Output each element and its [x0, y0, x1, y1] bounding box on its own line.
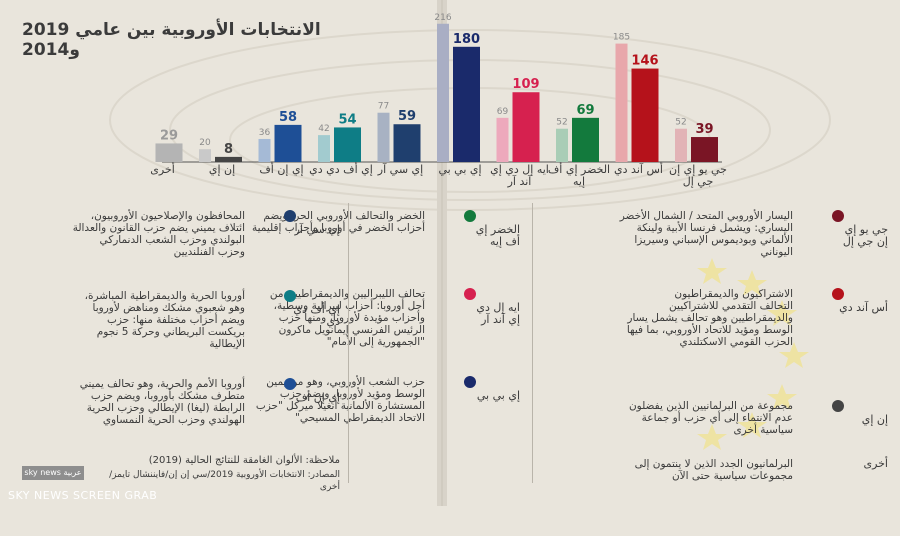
- category-label: أس آند دي: [614, 163, 663, 176]
- bar-2019: [631, 68, 659, 162]
- data-label-2019: 58: [279, 110, 297, 125]
- data-label-2019: 146: [631, 54, 658, 69]
- legend-divider: [532, 203, 533, 483]
- data-label-2014: 42: [318, 124, 329, 134]
- bar-2014: [615, 43, 628, 162]
- legend-item: إن إي مجموعة من البرلمانيين الذين يفضلون …: [618, 398, 888, 478]
- data-label-2014: 216: [434, 13, 451, 23]
- legend-description: تحالف الليبراليين والديمقراطيين من أجل أ…: [269, 288, 425, 348]
- bar-2014: [675, 128, 687, 162]
- sky-news-logo: sky news عربية: [22, 466, 84, 480]
- bar-2014: [155, 143, 183, 162]
- chart-title: الانتخابات الأوروبية بين عامي 2019 و2014: [22, 20, 321, 60]
- legend-name: إي سي آر: [294, 223, 340, 236]
- bar-2014: [199, 149, 211, 162]
- legend-divider: [348, 203, 349, 483]
- legend-item: ايه إل دي إي آند آر تحالف الليبراليين وال…: [250, 286, 520, 366]
- category-label: إن إي: [208, 163, 236, 176]
- legend-description: أوروبا الحرية والديمقراطية المباشرة، وهو…: [84, 290, 245, 350]
- data-label-2019: 109: [512, 77, 539, 92]
- data-label-2019: 39: [695, 122, 713, 137]
- bar-2019: [393, 124, 421, 162]
- bar-2014: [496, 117, 509, 162]
- legend-description: المحافظون والإصلاحيون الأوروبيون، ائتلاف…: [72, 210, 245, 258]
- bar-2014: [437, 23, 449, 163]
- note: ملاحظة: الألوان الغامقة للنتائج الحالية …: [148, 455, 340, 466]
- legend-description: البرلمانيون الجدد الذين لا ينتمون إلى مج…: [634, 458, 793, 482]
- legend-description: الخضر والتحالف الأوروبي الحر: ويضم أحزاب…: [251, 210, 425, 234]
- legend-name: إي أف دي دي: [293, 303, 340, 328]
- bar-2019: [334, 127, 361, 162]
- data-label-2014: 52: [675, 118, 686, 128]
- bar-2019: [274, 124, 302, 162]
- legend-item: جي يو إي إن جي إل اليسار الأوروبي المتحد …: [618, 208, 888, 288]
- legend-description: حزب الشعب الأوروبي، وهو من يمين الوسط وم…: [255, 376, 425, 424]
- category-label: إي إن أف: [259, 163, 304, 176]
- category-label: إي بي بي: [438, 163, 482, 176]
- legend-item: إي إن أف أوروبا الأمم والحرية، وهو تحالف …: [70, 376, 340, 456]
- source: المصادر: الانتخابات الأوروبية 2019/سي إن…: [109, 470, 340, 492]
- legend-name: إي إن أف: [295, 391, 340, 404]
- legend-color-dot: [464, 376, 476, 388]
- data-label-2014: 185: [613, 33, 630, 43]
- category-label: الخضر إي أف إيه: [547, 163, 611, 188]
- bar-2019: [453, 46, 480, 162]
- legend-color-dot: [284, 290, 296, 302]
- legend-item: إي سي آر المحافظون والإصلاحيون الأوروبيون…: [70, 208, 340, 288]
- bar-2019: [512, 92, 540, 162]
- category-label: إي أف دي دي: [309, 163, 373, 176]
- legend-item: إي أف دي دي أوروبا الحرية والديمقراطية ال…: [70, 288, 340, 368]
- bar-2019: [215, 156, 242, 162]
- legend-color-dot: [464, 210, 476, 222]
- legend-color-dot: [832, 400, 844, 412]
- data-label-2019: 180: [453, 32, 480, 47]
- legend-description: مجموعة من البرلمانيين الذين يفضلون عدم ا…: [628, 400, 793, 436]
- bar-2014: [377, 112, 390, 162]
- legend-color-dot: [464, 288, 476, 300]
- data-label-2014: 29: [160, 128, 178, 143]
- legend-item: إي بي بي حزب الشعب الأوروبي، وهو من يمين …: [250, 374, 520, 454]
- data-label-2019: 59: [398, 109, 416, 124]
- legend-color-dot: [284, 378, 296, 390]
- legend-color-dot: [284, 210, 296, 222]
- data-label-2014: 36: [259, 128, 271, 138]
- legend-description: الاشتراكيون والديمقراطيون التحالف التقدم…: [626, 288, 793, 348]
- bar-2019: [691, 137, 718, 162]
- bar-2014: [258, 138, 271, 162]
- data-label-2014: 52: [556, 118, 567, 128]
- legend-name: جي يو إي إن جي إل: [842, 223, 888, 248]
- data-label-2014: 77: [378, 102, 389, 112]
- legend-description: اليسار الأوروبي المتحد / الشمال الأخضر ا…: [619, 210, 793, 258]
- data-label-2014: 69: [497, 107, 509, 117]
- data-label-2019: 54: [338, 112, 356, 127]
- legend-item: أس آند دي الاشتراكيون والديمقراطيون التحا…: [618, 286, 888, 366]
- data-label-2014: 20: [199, 138, 211, 148]
- legend-color-dot: [832, 288, 844, 300]
- legend-name: إن إي: [861, 413, 888, 426]
- bar-2014: [556, 128, 568, 162]
- legend-color-dot: [832, 210, 844, 222]
- legend-name: الخضر إي أف إيه: [475, 223, 520, 248]
- legend-name: أس آند دي: [839, 301, 888, 314]
- legend-name: أخرى: [863, 457, 888, 470]
- bar-2014: [318, 135, 330, 162]
- legend-item: الخضر إي أف إيه الخضر والتحالف الأوروبي ا…: [250, 208, 520, 288]
- bar-2019: [572, 117, 599, 162]
- data-label-2019: 8: [224, 142, 233, 157]
- legend-description: أوروبا الأمم والحرية، وهو تحالف يميني مت…: [79, 378, 245, 426]
- data-label-2019: 69: [576, 103, 594, 118]
- legend-name: ايه إل دي إي آند آر: [476, 301, 520, 326]
- category-label: جي يو إي إن جي إل: [668, 163, 727, 188]
- watermark: SKY NEWS SCREEN GRAB: [8, 489, 158, 502]
- legend-name: إي بي بي: [476, 389, 520, 402]
- category-label: أخرى: [150, 163, 175, 176]
- legend-item: أخرى البرلمانيون الجدد الذين لا ينتمون إل…: [618, 456, 888, 536]
- category-label: ايه إل دي إي آند آر: [490, 163, 549, 188]
- category-label: إي سي آر: [377, 163, 424, 176]
